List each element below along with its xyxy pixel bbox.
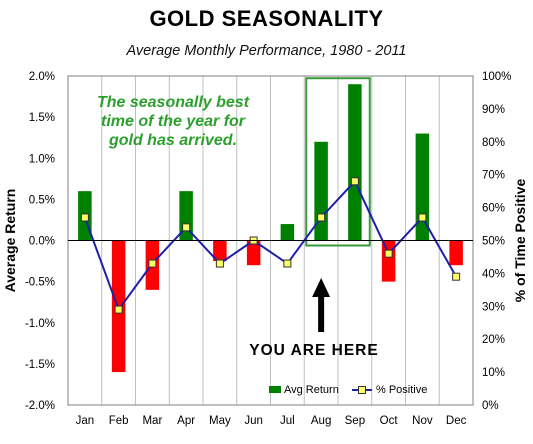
pct-positive-point-feb: [114, 305, 123, 314]
right-tick-label: 90%: [482, 104, 505, 116]
right-tick-label: 60%: [482, 203, 505, 215]
right-tick-label: 100%: [482, 71, 511, 83]
annotation-text-line: time of the year for: [101, 113, 246, 130]
pct-positive-point-nov: [418, 213, 427, 222]
pct-positive-point-aug: [317, 213, 326, 222]
left-axis-title: Average Return: [2, 189, 18, 293]
left-tick-label: -2.0%: [25, 400, 55, 412]
pct-positive-point-jul: [283, 259, 292, 268]
right-tick-label: 20%: [482, 334, 505, 346]
x-tick-label: Mar: [142, 415, 162, 427]
left-tick-label: 1.5%: [29, 112, 55, 124]
right-tick-label: 0%: [482, 400, 499, 412]
legend-label-avg-return: Avg Return: [284, 384, 339, 396]
right-tick-label: 30%: [482, 301, 505, 313]
x-tick-label: Dec: [446, 415, 467, 427]
bar-jun: [246, 240, 261, 266]
x-tick-label: Jan: [76, 415, 95, 427]
annotation-text-line: gold has arrived.: [108, 132, 237, 149]
pct-positive-point-oct: [384, 249, 393, 258]
pct-positive-point-jan: [80, 213, 89, 222]
chart-title: GOLD SEASONALITY: [149, 6, 384, 31]
pct-positive-point-apr: [182, 223, 191, 232]
you-are-here-label: YOU ARE HERE: [249, 342, 378, 359]
bar-sep: [348, 84, 362, 241]
chart-subtitle: Average Monthly Performance, 1980 - 2011: [126, 43, 407, 59]
pct-positive-point-may: [215, 259, 224, 268]
right-tick-label: 40%: [482, 268, 505, 280]
bar-aug: [314, 141, 328, 241]
x-tick-label: Feb: [109, 415, 129, 427]
highlight-box: [305, 77, 371, 247]
pct-positive-point-sep: [350, 177, 359, 186]
bar-jul: [280, 224, 295, 241]
x-tick-label: Aug: [311, 415, 331, 427]
bar-dec: [449, 240, 463, 266]
you-are-here-arrow-head: [312, 278, 331, 297]
right-tick-label: 50%: [482, 236, 505, 248]
left-tick-label: -0.5%: [25, 277, 55, 289]
bar-oct: [381, 240, 396, 282]
left-tick-label: 2.0%: [29, 71, 55, 83]
right-tick-label: 80%: [482, 137, 505, 149]
bar-may: [213, 240, 227, 262]
left-tick-label: -1.0%: [25, 318, 55, 330]
x-tick-label: Oct: [380, 415, 399, 427]
pct-positive-line: [83, 179, 457, 312]
x-tick-label: Nov: [412, 415, 433, 427]
you-are-here-arrow-shaft: [318, 296, 325, 332]
left-tick-label: 0.0%: [29, 236, 55, 248]
x-tick-label: Apr: [177, 415, 195, 427]
x-tick-label: Sep: [345, 415, 365, 427]
legend-label-pct-positive: % Positive: [376, 384, 427, 396]
legend-swatch-avg-return: [269, 386, 281, 393]
annotation-text-line: The seasonally best: [97, 94, 250, 111]
x-tick-label: Jun: [244, 415, 263, 427]
pct-positive-point-dec: [452, 272, 461, 281]
left-tick-label: 0.5%: [29, 194, 55, 206]
right-axis-title: % of Time Positive: [512, 179, 528, 303]
right-tick-label: 10%: [482, 367, 505, 379]
left-tick-label: 1.0%: [29, 153, 55, 165]
left-tick-label: -1.5%: [25, 359, 55, 371]
pct-positive-point-mar: [148, 259, 157, 268]
x-tick-label: Jul: [280, 415, 295, 427]
right-tick-label: 70%: [482, 170, 505, 182]
legend-marker-pct-positive: [358, 386, 366, 394]
x-tick-label: May: [209, 415, 231, 427]
